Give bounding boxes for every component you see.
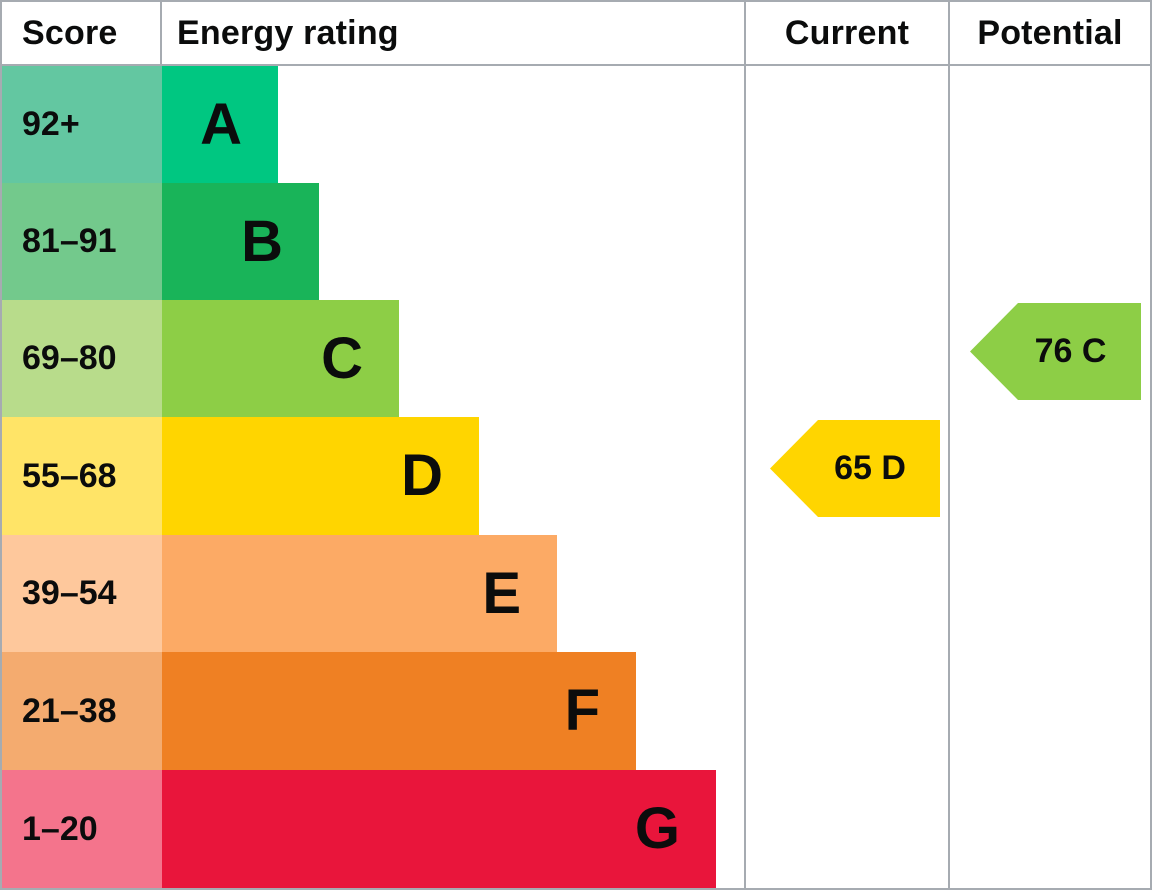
rating-bar-b: B	[162, 183, 319, 300]
score-cell-a: 92+	[2, 66, 162, 183]
rating-bar-a: A	[162, 66, 278, 183]
rating-letter-c: C	[321, 325, 363, 391]
header-divider-line	[2, 64, 1150, 66]
rating-bar-d: D	[162, 417, 479, 535]
score-range-label: 1–20	[22, 809, 98, 848]
score-cell-f: 21–38	[2, 652, 162, 770]
rating-letter-g: G	[634, 796, 680, 861]
score-column-header: Score	[22, 13, 118, 52]
band-row-a: 92+ A	[2, 66, 744, 183]
score-range-label: 92+	[22, 105, 80, 143]
current-rating-arrow: 65 D	[770, 420, 940, 517]
rating-bar-g: G	[162, 770, 716, 888]
score-range-label: 69–80	[22, 339, 117, 377]
band-row-c: 69–80 C	[2, 300, 744, 417]
band-row-d: 55–68 D	[2, 417, 744, 535]
score-range-label: 39–54	[22, 574, 117, 612]
score-range-label: 81–91	[22, 222, 117, 260]
current-column-header: Current	[784, 13, 910, 52]
band-row-g: 1–20 G	[2, 770, 744, 888]
rating-letter-e: E	[482, 560, 521, 626]
score-range-label: 21–38	[22, 691, 117, 730]
score-cell-c: 69–80	[2, 300, 162, 417]
band-row-f: 21–38 F	[2, 652, 744, 770]
rating-letter-b: B	[241, 208, 283, 274]
energy-rating-column-header: Energy rating	[177, 13, 399, 52]
rating-letter-d: D	[401, 443, 443, 508]
score-cell-b: 81–91	[2, 183, 162, 300]
score-column-divider-line	[160, 2, 162, 66]
current-rating-label: 65 D	[834, 449, 906, 487]
band-row-b: 81–91 B	[2, 183, 744, 300]
score-cell-e: 39–54	[2, 535, 162, 652]
current-column-divider-line	[744, 2, 746, 888]
potential-rating-label: 76 C	[1034, 332, 1107, 370]
rating-bar-f: F	[162, 652, 636, 770]
potential-rating-arrow: 76 C	[970, 303, 1141, 400]
rating-bar-e: E	[162, 535, 557, 652]
score-range-label: 55–68	[22, 456, 117, 495]
score-cell-d: 55–68	[2, 417, 162, 535]
rating-bar-c: C	[162, 300, 399, 417]
rating-letter-a: A	[200, 91, 242, 157]
potential-column-header: Potential	[977, 13, 1123, 52]
score-cell-g: 1–20	[2, 770, 162, 888]
rating-letter-f: F	[564, 678, 600, 743]
band-row-e: 39–54 E	[2, 535, 744, 652]
potential-column-divider-line	[948, 2, 950, 888]
